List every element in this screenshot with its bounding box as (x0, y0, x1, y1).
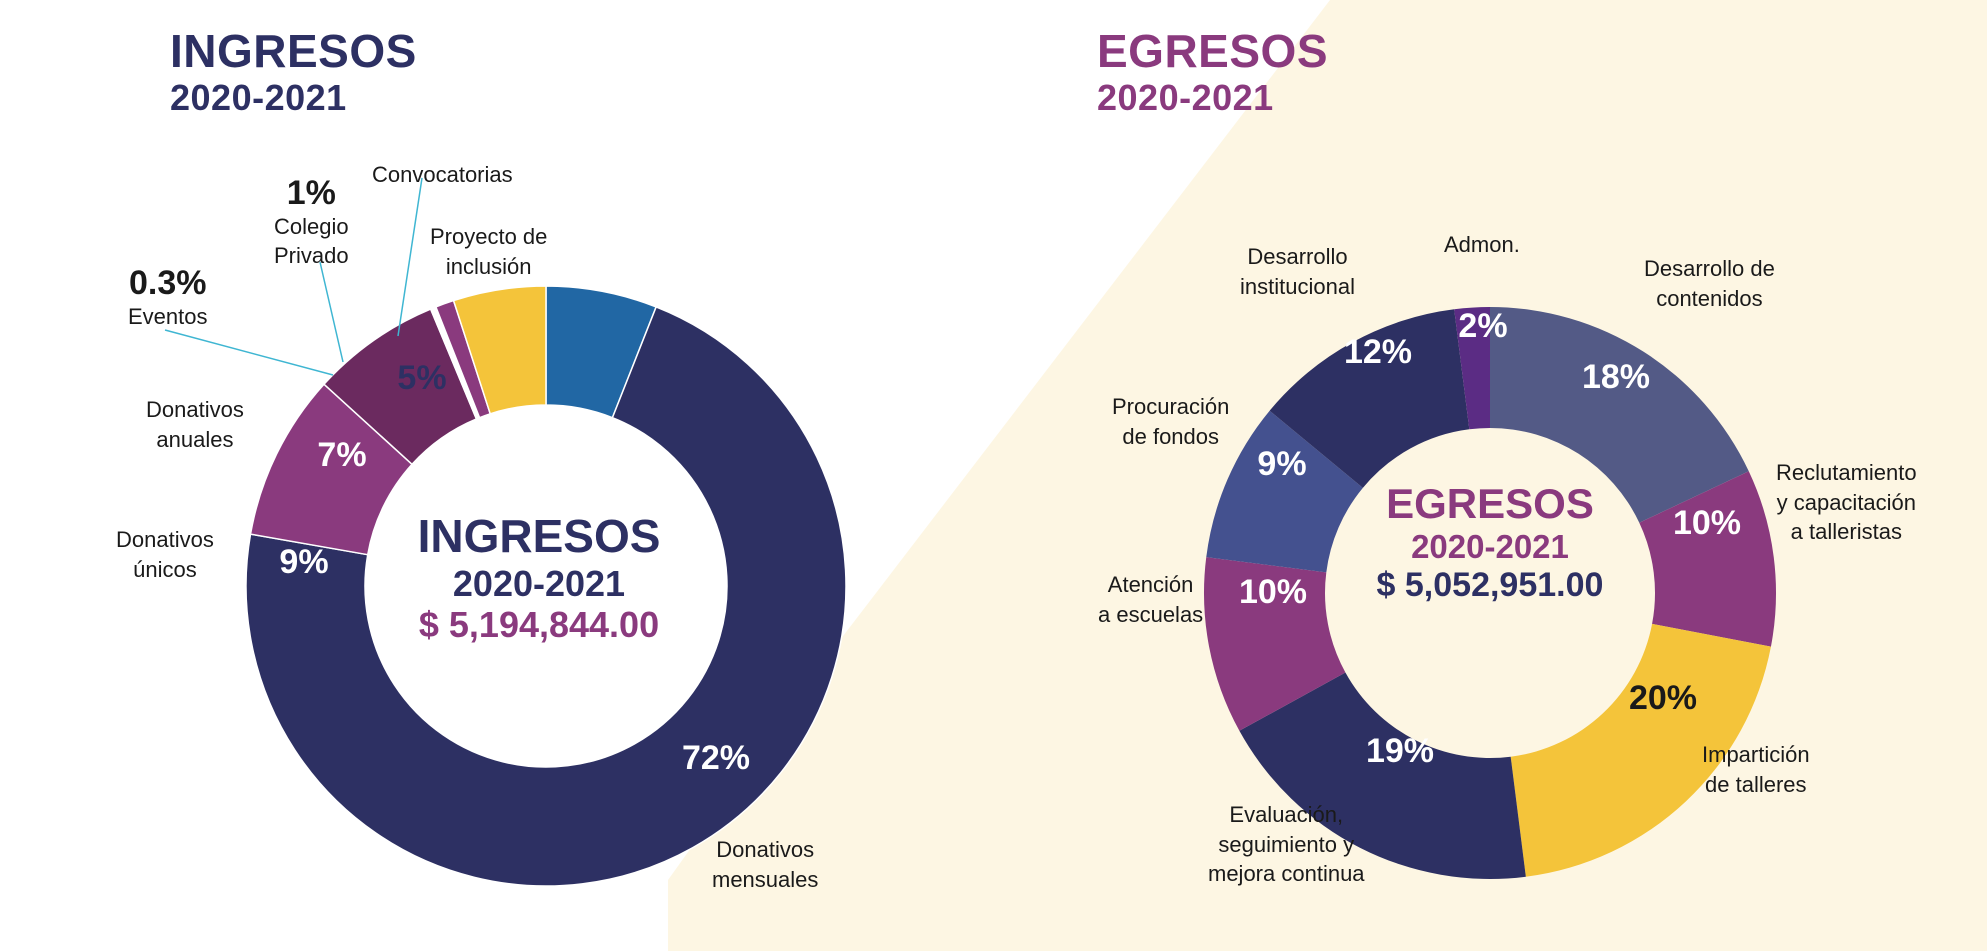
label-text: contenidos (1656, 285, 1763, 311)
egresos-center-period: 2020-2021 (1411, 528, 1569, 566)
label-colegio-privado: 1% Colegio Privado (274, 174, 349, 271)
label-text: Donativos (146, 397, 244, 422)
ingresos-title: INGRESOS (170, 25, 417, 77)
slice-desarrollo-institucional (1269, 309, 1470, 488)
label-atencion-escuelas: Atención a escuelas (1098, 570, 1203, 629)
label-text: de fondos (1122, 423, 1220, 449)
pct-label-evaluacion-seguimiento-y-mejora-continua: 19% (1366, 732, 1434, 770)
label-convocatorias: Convocatorias (372, 160, 513, 190)
pct-label-reclutamiento-y-capacitacion-a-talleristas: 10% (1673, 504, 1741, 542)
label-text: y capacitación (1776, 489, 1917, 515)
label-text: Admon. (1444, 232, 1520, 257)
slice-admon (1454, 307, 1490, 430)
ingresos-center-label: INGRESOS 2020-2021 $ 5,194,844.00 (339, 510, 739, 646)
egresos-title: EGRESOS (1097, 25, 1329, 77)
label-text: a escuelas (1098, 601, 1204, 627)
label-eventos: 0.3% Eventos (128, 264, 208, 331)
label-donativos-anuales: Donativos anuales (146, 395, 244, 454)
leader-line-colegio (319, 261, 344, 363)
label-text: Convocatorias (372, 162, 513, 187)
pct-label-donativos-unicos: 9% (279, 543, 328, 581)
label-text: seguimiento y (1218, 831, 1355, 857)
egresos-center-title: EGRESOS (1386, 480, 1594, 527)
label-text: mejora continua (1208, 861, 1365, 887)
slice-reclutamiento-y-capacitacion-a-talleristas (1639, 471, 1777, 647)
pct-label-donativos-anuales: 7% (317, 436, 366, 474)
label-text: a talleristas (1790, 519, 1902, 545)
slice-procuracion-de-fondos (1206, 410, 1363, 573)
label-procuracion-fondos: Procuración de fondos (1112, 392, 1229, 451)
pct-label-donativos-mensuales: 72% (682, 739, 750, 777)
egresos-heading: EGRESOS 2020-2021 (1097, 28, 1328, 116)
label-text: Eventos (128, 303, 208, 329)
egresos-total: $ 5,052,951.00 (1376, 566, 1604, 605)
label-text: Donativos (116, 527, 214, 552)
leader-line-convocatorias (397, 177, 423, 337)
label-text: Desarrollo (1247, 244, 1348, 269)
label-evaluacion: Evaluación, seguimiento y mejora continu… (1208, 800, 1365, 889)
label-reclutamiento: Reclutamiento y capacitación a tallerist… (1776, 458, 1917, 547)
ingresos-center-period: 2020-2021 (452, 562, 626, 604)
label-donativos-unicos: Donativos únicos (116, 525, 214, 584)
slice-donativos-mensuales (245, 305, 847, 887)
label-text: Privado (274, 243, 349, 269)
ingresos-period: 2020-2021 (170, 77, 347, 118)
ingresos-total: $ 5,194,844.00 (418, 604, 660, 646)
pct-colegio-privado: 1% (286, 174, 336, 212)
label-text: anuales (156, 426, 234, 452)
pct-eventos: 0.3% (129, 264, 207, 302)
label-desarrollo-contenidos: Desarrollo de contenidos (1644, 254, 1775, 313)
label-text: Atención (1107, 572, 1194, 597)
pct-label-imparticion-de-talleres: 20% (1629, 679, 1697, 717)
ingresos-heading: INGRESOS 2020-2021 (170, 28, 417, 116)
label-text: inclusión (445, 253, 532, 279)
label-text: de talleres (1705, 771, 1807, 797)
label-text: mensuales (712, 866, 819, 892)
egresos-center-label: EGRESOS 2020-2021 $ 5,052,951.00 (1290, 480, 1690, 605)
label-text: Proyecto de (430, 224, 548, 249)
ingresos-center-title: INGRESOS (417, 510, 661, 562)
slice-convocatorias (452, 285, 547, 415)
pct-label-admon: 2% (1458, 307, 1507, 345)
pct-label-procuracion-de-fondos: 9% (1257, 445, 1306, 483)
pct-label-desarrollo-institucional: 12% (1344, 333, 1412, 371)
label-proyecto-inclusion: Proyecto de inclusión (430, 222, 547, 281)
label-text: Procuración (1112, 394, 1230, 419)
label-donativos-mensuales: Donativos mensuales (712, 835, 818, 894)
slice-desarrollo-de-contenidos (1490, 307, 1749, 523)
slice-imparticion-de-talleres (1510, 623, 1771, 877)
label-text: Donativos (716, 837, 815, 862)
slice-atencion-a-escuelas (1204, 557, 1346, 731)
label-text: Evaluación, (1229, 802, 1344, 827)
pct-label-convocatorias: 5% (397, 359, 446, 397)
slice-evaluacion-seguimiento-y-mejora-continua (1239, 672, 1526, 880)
label-text: Colegio (274, 213, 349, 239)
label-imparticion-talleres: Impartición de talleres (1702, 740, 1810, 799)
pct-label-atencion-a-escuelas: 10% (1239, 573, 1307, 611)
label-admon: Admon. (1444, 230, 1520, 260)
label-text: únicos (133, 556, 197, 582)
egresos-period: 2020-2021 (1097, 77, 1274, 118)
label-desarrollo-institucional: Desarrollo institucional (1240, 242, 1355, 301)
label-text: Impartición (1702, 742, 1810, 767)
leader-line-eventos (164, 329, 334, 376)
label-text: Reclutamiento (1776, 460, 1917, 485)
pct-label-desarrollo-de-contenidos: 18% (1582, 358, 1650, 396)
label-text: Desarrollo de (1644, 256, 1775, 281)
label-text: institucional (1240, 273, 1355, 299)
